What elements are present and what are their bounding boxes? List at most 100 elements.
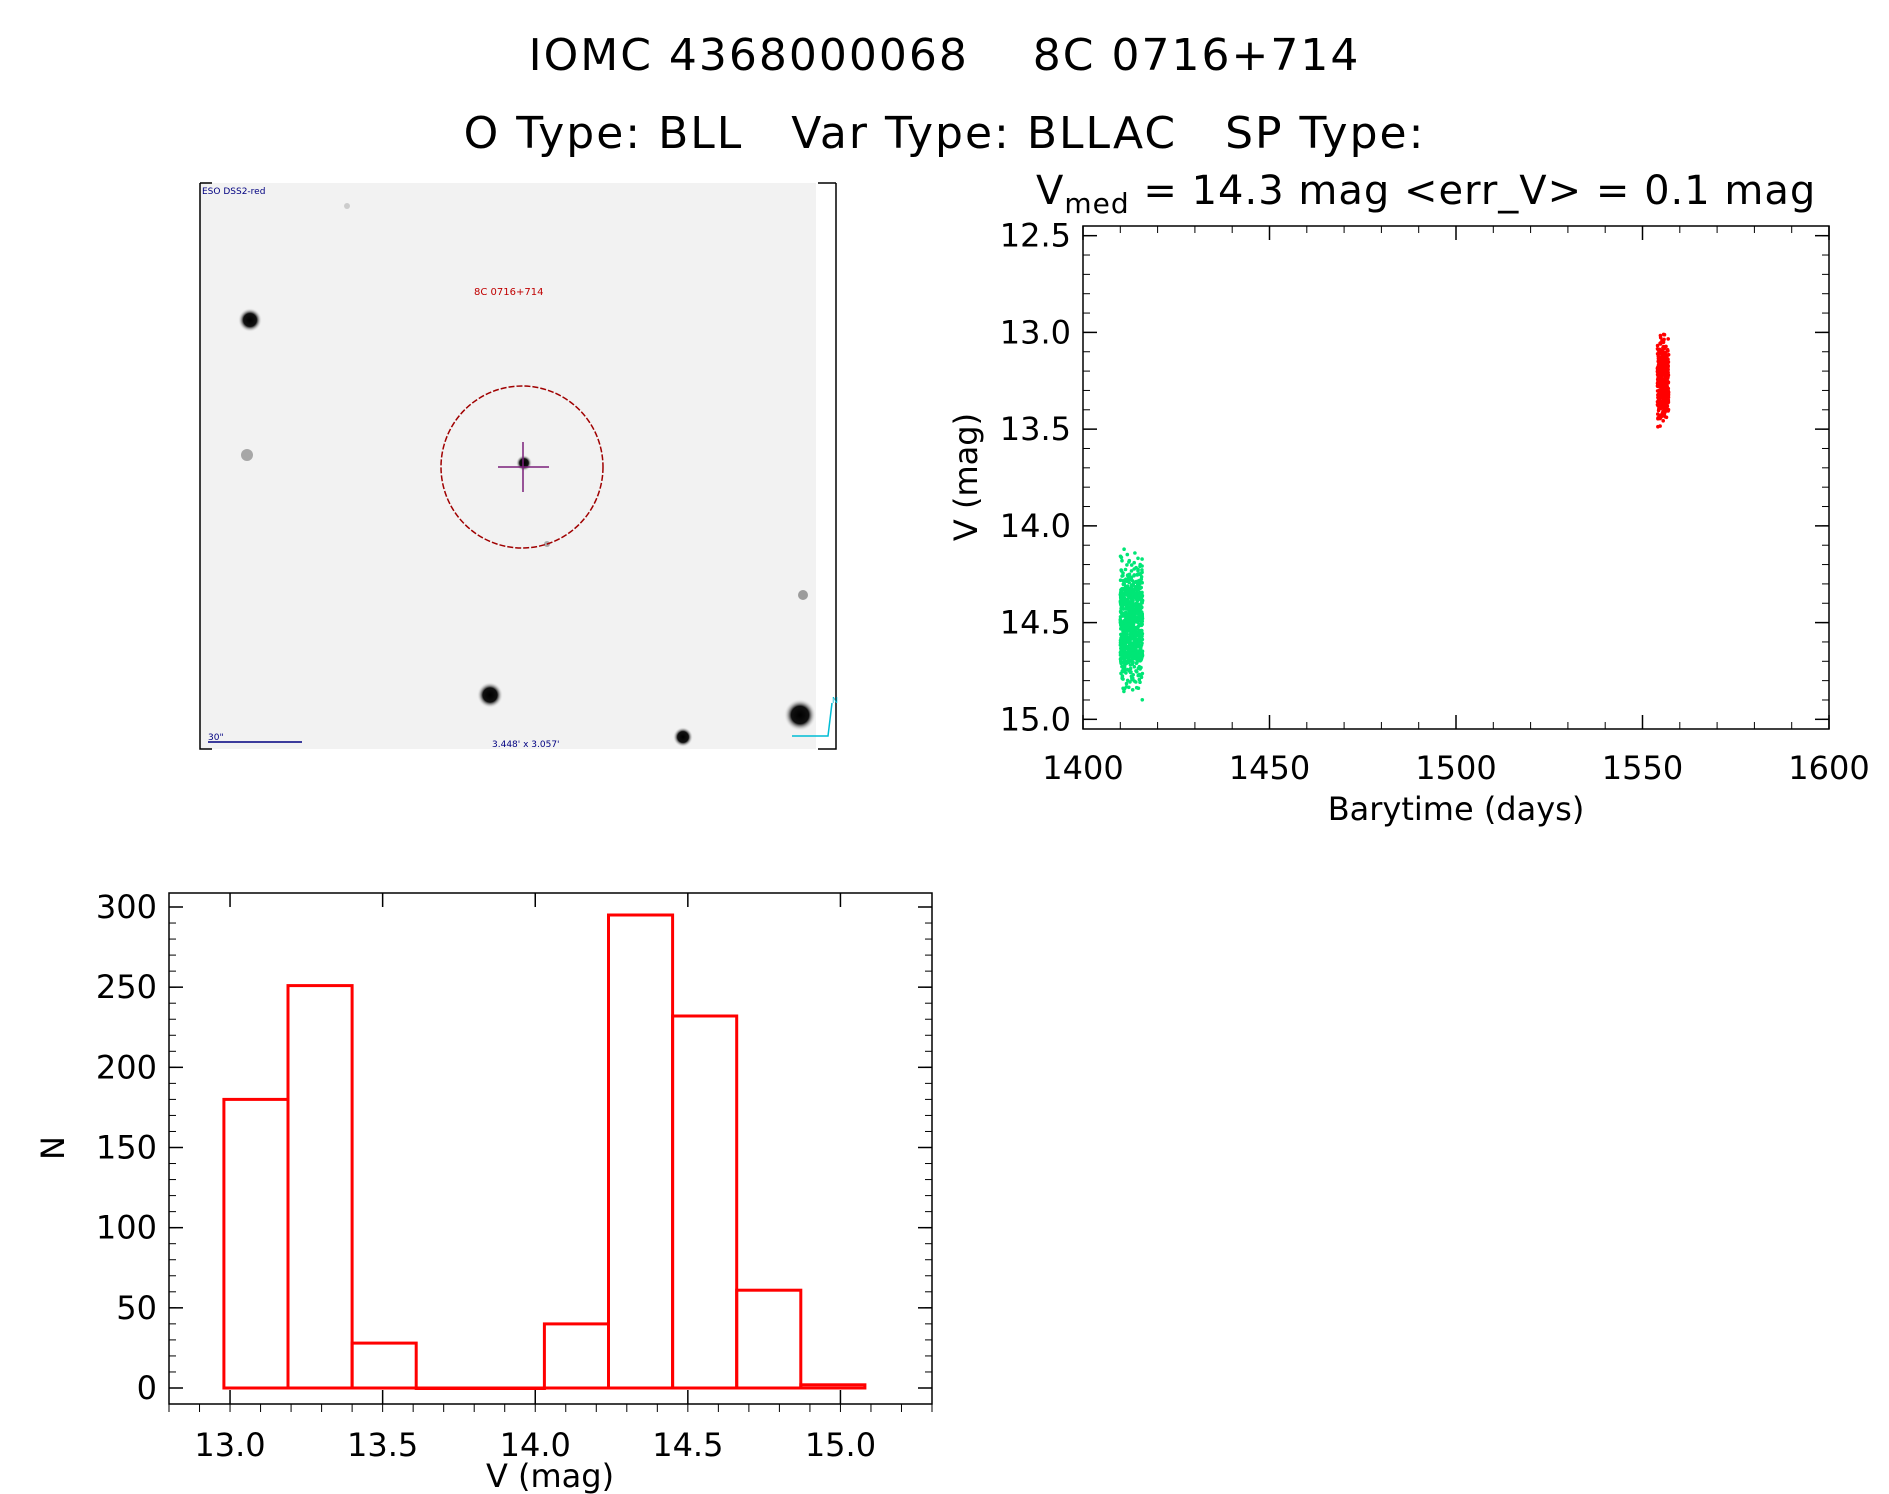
lc-x-tick-label: 1500 <box>1415 749 1496 787</box>
lc-point <box>1119 606 1124 610</box>
lc-point <box>1137 649 1142 654</box>
lc-x-tick-label: 1600 <box>1788 749 1869 787</box>
lc-point <box>1125 638 1130 642</box>
lc-point <box>1133 551 1137 555</box>
lc-point <box>1121 593 1126 598</box>
hist-y-tick-label: 150 <box>96 1129 157 1167</box>
lc-point <box>1132 651 1137 656</box>
lc-point <box>1136 594 1140 598</box>
stat-v: V <box>1036 168 1065 214</box>
lc-point <box>1124 599 1128 604</box>
lc-point <box>1140 568 1144 572</box>
lc-point <box>1119 555 1124 560</box>
lc-point <box>1125 625 1129 629</box>
lc-point <box>1138 562 1142 567</box>
lc-point <box>1655 343 1660 348</box>
lc-point <box>1119 610 1123 615</box>
lc-point <box>1128 632 1133 637</box>
star <box>344 203 350 209</box>
lc-point <box>1137 643 1142 648</box>
lc-point <box>1666 407 1671 412</box>
lc-point <box>1662 403 1667 407</box>
lc-point <box>1658 364 1663 369</box>
lc-point <box>1134 587 1138 591</box>
hist-bar <box>542 1322 611 1390</box>
lc-point <box>1125 578 1129 582</box>
stat-sub: med <box>1064 187 1130 220</box>
lc-point <box>1129 610 1133 615</box>
figure-title: IOMC 4368000068 8C 0716+714 <box>528 30 1361 81</box>
lc-point <box>1126 573 1130 577</box>
lc-point <box>1135 618 1139 622</box>
hist-y-tick-label: 100 <box>96 1209 157 1247</box>
lc-point <box>1662 407 1667 412</box>
lc-point <box>1124 606 1128 610</box>
lc-point <box>1662 384 1666 389</box>
lc-point <box>1132 560 1136 565</box>
lc-point <box>1133 648 1138 652</box>
star <box>238 308 262 332</box>
lc-point <box>1129 620 1133 625</box>
lc-point <box>1126 619 1130 623</box>
lc-point <box>1124 610 1128 614</box>
histogram-plot: 13.0 13.5 14.0 14.5 15.0 0 50 100 150 200 250 300 V… <box>34 888 933 1494</box>
target-label: 8C 0716+714 <box>474 287 543 298</box>
lc-point <box>1133 580 1137 585</box>
lc-point <box>1133 603 1137 608</box>
lc-point <box>1665 369 1669 373</box>
figure-subtitle: O Type: BLL Var Type: BLLAC SP Type: <box>463 108 1426 159</box>
hist-y-tick-label: 250 <box>96 968 157 1006</box>
lc-point <box>1137 572 1142 576</box>
lc-point <box>1124 681 1129 686</box>
lc-point <box>1128 670 1133 675</box>
lc-point <box>1665 396 1670 401</box>
survey-label: ESO DSS2-red <box>202 187 265 197</box>
lc-x-axis-label: Barytime (days) <box>1328 790 1585 828</box>
lc-point <box>1132 664 1137 669</box>
lc-point <box>1129 563 1134 567</box>
lc-point <box>1666 337 1670 341</box>
star <box>477 682 503 708</box>
lc-point <box>1125 632 1129 636</box>
lc-point <box>1128 590 1133 595</box>
lc-point <box>1126 585 1130 590</box>
lc-y-tick-label: 15.0 <box>1000 700 1071 738</box>
lc-point <box>1130 624 1134 628</box>
lc-point <box>1119 656 1123 661</box>
lc-y-tick-label: 14.5 <box>1000 604 1071 642</box>
hist-x-tick-label: 13.5 <box>347 1426 418 1464</box>
hist-bar <box>350 1341 418 1390</box>
lc-point <box>1131 676 1135 681</box>
lc-point <box>1661 398 1665 403</box>
lc-point <box>1120 600 1124 604</box>
hist-x-tick-label: 13.0 <box>194 1426 265 1464</box>
lc-point <box>1662 346 1667 351</box>
lc-point <box>1131 616 1136 621</box>
lc-point <box>1122 639 1126 644</box>
finder-background <box>200 183 816 749</box>
lc-point <box>1130 662 1135 666</box>
scale-label: 30" <box>208 733 224 743</box>
lc-x-tick-label: 1450 <box>1229 749 1310 787</box>
lc-point <box>1136 656 1141 660</box>
lc-point <box>1658 388 1662 393</box>
lc-point <box>1661 392 1666 396</box>
lc-point <box>1665 379 1670 384</box>
hist-bar <box>414 1386 482 1390</box>
lc-point <box>1665 387 1670 391</box>
lc-point <box>1119 625 1124 629</box>
lc-point <box>1664 415 1669 420</box>
lc-point <box>1656 416 1660 421</box>
lc-x-tick-label: 1400 <box>1042 749 1123 787</box>
lc-point <box>1132 641 1136 646</box>
hist-frame <box>168 892 933 1405</box>
lc-point <box>1658 335 1663 340</box>
hist-bar <box>222 1097 290 1390</box>
lc-point <box>1125 678 1130 683</box>
lc-point <box>1658 424 1662 428</box>
lc-point <box>1120 620 1124 624</box>
hist-y-tick-label: 0 <box>137 1369 157 1407</box>
lc-point <box>1120 669 1125 673</box>
lc-point <box>1137 672 1142 677</box>
lc-ticks: 1400 1450 1500 1550 1600 12.5 13.0 13.5 14.0 14.5… <box>1000 217 1870 787</box>
